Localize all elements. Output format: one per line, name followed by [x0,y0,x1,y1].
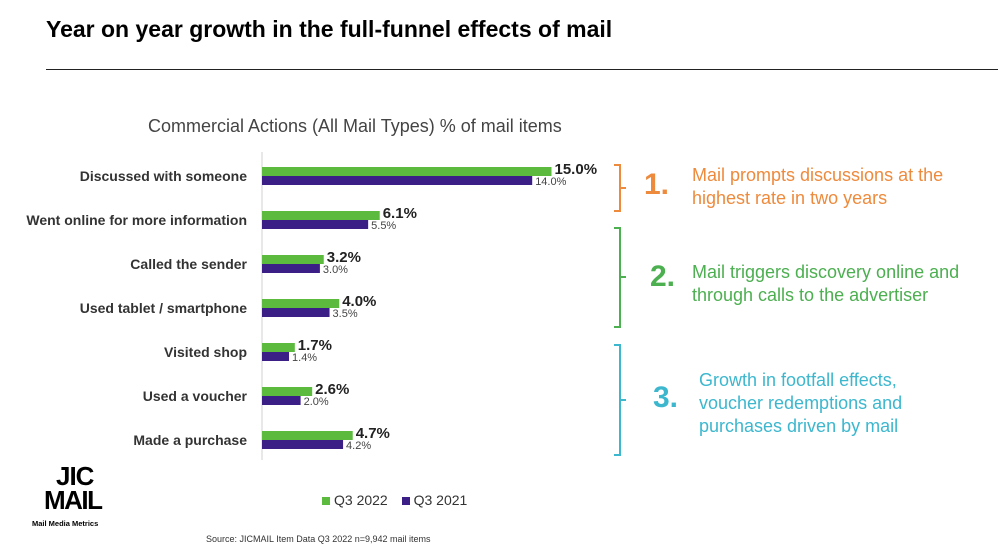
data-label-q3-2021-made-a-purchase: 4.2% [346,440,371,452]
brace-3 [614,344,626,456]
title-divider [46,69,998,70]
annotation-2-text: Mail triggers discovery online and throu… [692,261,959,307]
annotation-3-line-1: Growth in footfall effects, [699,370,897,390]
svg-text:MAIL: MAIL [44,485,103,515]
bar-q3-2022-called-the-sender [262,255,324,264]
chart-legend: Q3 2022 Q3 2021 [322,492,477,508]
bar-q3-2022-made-a-purchase [262,431,353,440]
bar-q3-2021-made-a-purchase [262,440,344,449]
legend-swatch-q3-2021 [401,497,410,506]
category-label-used-a-voucher: Used a voucher [143,388,248,404]
data-label-q3-2022-made-a-purchase: 4.7% [356,425,390,442]
data-label-q3-2022-used-a-voucher: 2.6% [315,381,349,398]
category-label-went-online-for-more-information: Went online for more information [26,212,247,228]
legend-swatch-q3-2022 [322,497,330,506]
data-label-q3-2022-went-online-for-more-information: 6.1% [383,205,417,222]
source-note: Source: JICMAIL Item Data Q3 2022 n=9,94… [206,534,431,544]
legend-label-q3-2022: Q3 2022 [334,492,388,508]
category-label-visited-shop: Visited shop [164,344,247,360]
annotation-3-text: Growth in footfall effects, voucher rede… [699,369,902,438]
annotation-3-line-3: purchases driven by mail [699,416,899,436]
category-label-used-tablet-smartphone: Used tablet / smartphone [80,300,247,316]
logo-tagline: Mail Media Metrics [32,519,99,528]
bar-q3-2022-discussed-with-someone [262,167,552,176]
annotation-1-number: 1. [644,168,670,201]
annotation-1-text: Mail prompts discussions at the highest … [692,164,943,210]
data-label-q3-2021-went-online-for-more-information: 5.5% [371,220,396,232]
annotation-2-number: 2. [650,260,676,293]
legend-item-q3-2022: Q3 2022 [322,492,392,508]
annotation-2-line-2: through calls to the advertiser [692,285,929,305]
data-label-q3-2021-discussed-with-someone: 14.0% [535,176,566,188]
jicmail-logo: JIC MAIL [44,463,105,515]
svg-text:JIC: JIC [56,463,95,491]
data-label-q3-2021-used-tablet-smartphone: 3.5% [333,308,358,320]
legend-label-q3-2021: Q3 2021 [413,492,468,508]
bar-q3-2022-went-online-for-more-information [262,211,380,220]
page-title: Year on year growth in the full-funnel e… [46,16,613,42]
bar-q3-2021-discussed-with-someone [262,176,533,185]
data-label-q3-2021-called-the-sender: 3.0% [323,264,348,276]
annotation-3-number: 3. [653,381,679,414]
bar-q3-2022-visited-shop [262,343,295,352]
category-label-discussed-with-someone: Discussed with someone [80,168,247,184]
bar-q3-2021-used-a-voucher [262,396,301,405]
data-label-q3-2021-used-a-voucher: 2.0% [304,396,329,408]
annotation-1-line-1: Mail prompts discussions at the [692,165,944,185]
data-label-q3-2021-visited-shop: 1.4% [292,352,317,364]
bar-q3-2021-went-online-for-more-information [262,220,369,229]
bar-q3-2021-visited-shop [262,352,290,361]
data-label-q3-2022-discussed-with-someone: 15.0% [555,161,598,178]
annotation-3-line-2: voucher redemptions and [699,393,903,413]
annotation-2-line-1: Mail triggers discovery online and [692,262,960,282]
data-label-q3-2022-called-the-sender: 3.2% [327,249,361,266]
bar-q3-2021-called-the-sender [262,264,320,273]
chart-title: Commercial Actions (All Mail Types) % of… [148,116,562,136]
brace-1 [614,164,626,212]
category-label-called-the-sender: Called the sender [130,256,247,272]
data-label-q3-2022-visited-shop: 1.7% [298,337,332,354]
legend-item-q3-2021: Q3 2021 [401,492,468,508]
annotation-1-line-2: highest rate in two years [692,188,888,208]
data-label-q3-2022-used-tablet-smartphone: 4.0% [342,293,376,310]
bar-q3-2022-used-tablet-smartphone [262,299,340,308]
bar-q3-2021-used-tablet-smartphone [262,308,330,317]
brace-2 [614,227,626,328]
category-label-made-a-purchase: Made a purchase [133,432,247,448]
bar-q3-2022-used-a-voucher [262,387,313,396]
